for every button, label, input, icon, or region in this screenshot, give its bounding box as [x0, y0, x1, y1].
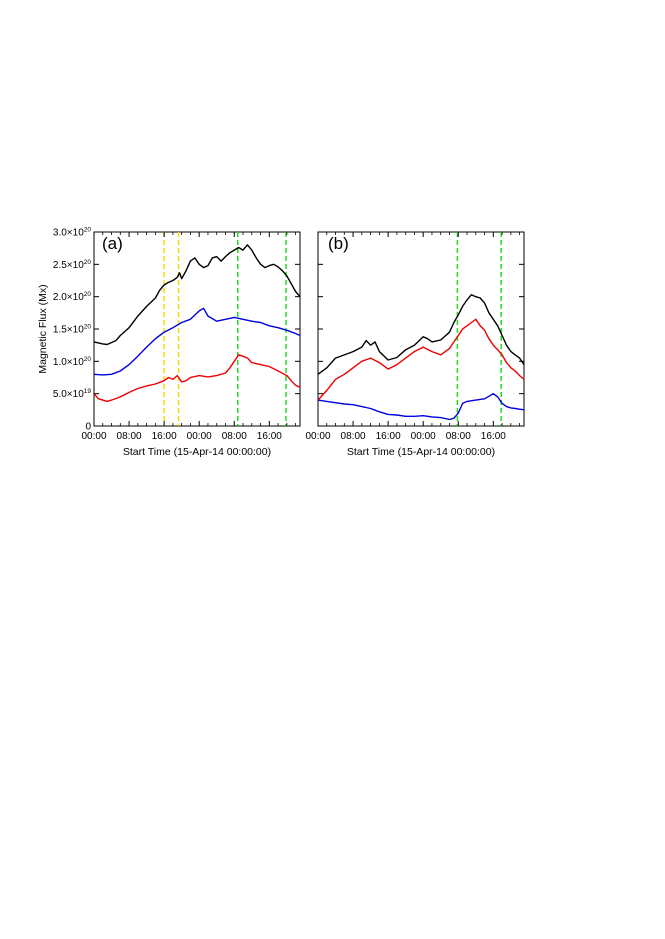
- series-line: [317, 318, 525, 401]
- x-tick-label: 08:00: [446, 431, 471, 442]
- panel-label: (a): [102, 234, 123, 253]
- series-group: [93, 244, 301, 403]
- vline-group: [456, 232, 502, 426]
- plot-frame: [317, 231, 525, 427]
- series-line: [93, 244, 301, 346]
- y-tick-label: 1.0×1020: [53, 356, 91, 368]
- panel-label: (b): [328, 234, 349, 253]
- y-tick-label: 0: [85, 422, 91, 433]
- panel-a: 00:00 08:00 16:00 00:00 08:00 16:00 0 5.0×1019 1…: [37, 227, 301, 458]
- x-tick-label: 08:00: [117, 431, 142, 442]
- y-tick-label: 2.0×1020: [53, 291, 91, 303]
- x-tick-label: 16:00: [481, 431, 506, 442]
- x-tick-label: 16:00: [257, 431, 282, 442]
- x-axis-title: Start Time (15-Apr-14 00:00:00): [123, 446, 271, 458]
- x-axis-title: Start Time (15-Apr-14 00:00:00): [347, 446, 495, 458]
- panel-b: 00:00 08:00 16:00 00:00 08:00 16:00 (b) Start…: [305, 231, 525, 458]
- tick-group: 00:00 08:00 16:00 00:00 08:00 16:00 0 5.0×1019 1…: [53, 227, 300, 442]
- vline-group: [163, 232, 287, 426]
- x-tick-label: 16:00: [376, 431, 401, 442]
- x-tick-label: 00:00: [187, 431, 212, 442]
- x-tick-label: 08:00: [222, 431, 247, 442]
- y-tick-label: 2.5×1020: [53, 259, 91, 271]
- x-tick-label: 00:00: [81, 431, 106, 442]
- series-line: [317, 294, 525, 375]
- series-line: [93, 354, 301, 403]
- series-line: [93, 307, 301, 376]
- x-tick-label: 00:00: [411, 431, 436, 442]
- x-tick-label: 08:00: [341, 431, 366, 442]
- series-line: [317, 393, 525, 421]
- y-axis-title: Magnetic Flux (Mx): [37, 284, 49, 373]
- x-tick-label: 00:00: [305, 431, 330, 442]
- y-tick-label: 5.0×1019: [53, 388, 91, 400]
- y-tick-label: 1.5×1020: [53, 324, 91, 336]
- x-tick-label: 16:00: [152, 431, 177, 442]
- tick-group: 00:00 08:00 16:00 00:00 08:00 16:00: [305, 231, 524, 442]
- series-group: [317, 294, 525, 421]
- y-tick-label: 3.0×1020: [53, 227, 91, 239]
